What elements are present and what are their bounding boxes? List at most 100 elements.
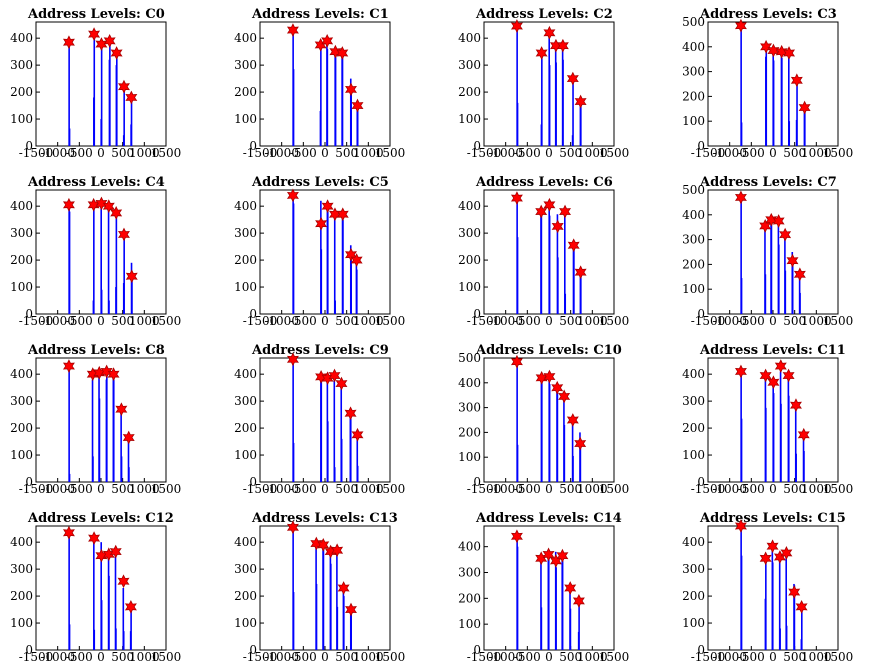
histogram-bar	[572, 78, 574, 146]
x-tick-label: 0	[321, 314, 329, 328]
y-tick-label: 400	[682, 367, 705, 381]
x-tick-label: 500	[111, 314, 134, 328]
y-tick-label: 100	[10, 448, 33, 462]
histogram-bar	[740, 555, 743, 650]
peak-marker	[574, 94, 587, 109]
x-tick-label: -1500	[467, 146, 502, 160]
y-tick-label: 0	[25, 307, 33, 321]
histogram-bar	[771, 562, 774, 650]
x-tick-label: 500	[783, 482, 806, 496]
y-tick-label: 200	[10, 253, 33, 267]
y-tick-label: 500	[682, 15, 705, 29]
chart-panel: Address Levels: C11 0 100 200 300 400 -1500-10…	[682, 343, 853, 496]
x-tick-label: -1000	[40, 314, 75, 328]
peak-marker	[286, 520, 299, 535]
histogram-bar	[320, 42, 322, 146]
x-tick-label: 1000	[353, 314, 384, 328]
histogram-bar	[356, 269, 358, 314]
histogram-bar	[779, 628, 781, 650]
histogram-bar	[340, 438, 343, 482]
x-tick-label: 500	[335, 146, 358, 160]
peak-marker	[345, 602, 357, 617]
x-tick-label: 500	[559, 650, 582, 664]
histogram-bar	[100, 42, 103, 146]
histogram-bar	[116, 53, 118, 146]
histogram-bar	[557, 257, 559, 314]
x-tick-label: 0	[545, 314, 553, 328]
histogram-bar	[579, 441, 582, 482]
histogram-bar	[740, 278, 743, 314]
y-tick-label: 0	[25, 139, 33, 153]
x-tick-label: -1000	[40, 650, 75, 664]
y-tick-label: 100	[234, 616, 257, 630]
histogram-bar	[356, 465, 359, 482]
y-tick-label: 0	[249, 643, 257, 657]
chart-panel: Address Levels: C4 0 100 200 300 400 -1500-100…	[10, 175, 181, 328]
histogram-bar	[556, 392, 559, 482]
y-tick-label: 200	[10, 85, 33, 99]
peak-marker	[110, 206, 123, 220]
y-tick-label: 0	[25, 475, 33, 489]
peak-marker	[543, 25, 556, 40]
histogram-bar	[547, 557, 550, 650]
x-tick-label: 1000	[129, 482, 160, 496]
x-tick-label: -1500	[19, 314, 54, 328]
histogram-bar	[292, 527, 294, 650]
histogram-bar	[784, 270, 787, 314]
histogram-bar	[785, 550, 787, 650]
chart-title: Address Levels: C0	[27, 7, 165, 22]
peak-marker	[559, 204, 572, 219]
x-tick-label: -1500	[467, 314, 502, 328]
histogram-bar	[788, 53, 790, 146]
histogram-bar	[92, 456, 94, 482]
histogram-bar	[569, 608, 572, 650]
chart-title: Address Levels: C15	[699, 511, 846, 526]
peak-marker	[351, 98, 364, 113]
x-tick-label: 1500	[599, 482, 630, 496]
peak-marker	[783, 46, 796, 60]
y-tick-label: 100	[682, 114, 705, 128]
chart-title: Address Levels: C12	[27, 511, 174, 526]
histogram-bar	[572, 455, 574, 482]
peak-marker	[510, 191, 523, 205]
x-tick-label: 0	[97, 146, 105, 160]
chart-title: Address Levels: C1	[251, 7, 389, 22]
x-tick-label: -1500	[243, 650, 278, 664]
peak-marker	[788, 585, 801, 599]
y-tick-label: 100	[234, 280, 257, 294]
peak-marker	[88, 531, 101, 546]
y-tick-label: 0	[249, 139, 257, 153]
x-tick-label: 1000	[577, 146, 608, 160]
y-tick-label: 200	[682, 421, 705, 435]
x-tick-label: 0	[769, 482, 777, 496]
peak-marker	[572, 594, 585, 608]
x-tick-label: 1000	[801, 482, 832, 496]
histogram-bar	[68, 532, 70, 650]
peak-marker	[286, 23, 299, 37]
x-tick-label: 1500	[151, 146, 182, 160]
histogram-bar	[130, 606, 132, 650]
histogram-bar	[555, 567, 557, 650]
histogram-bar	[343, 596, 345, 650]
x-tick-label: 1500	[151, 650, 182, 664]
x-tick-label: -1500	[691, 314, 726, 328]
chart-panel: Address Levels: C1 0 100 200 300 400 -1500-100…	[234, 7, 405, 160]
histogram-bar	[120, 411, 122, 482]
x-tick-label: 500	[111, 650, 134, 664]
x-tick-label: 1000	[353, 482, 384, 496]
chart-panel: Address Levels: C3 0 100 200 300 400 500 -1500-…	[682, 7, 853, 160]
histogram-bar	[555, 62, 557, 146]
x-tick-label: -500	[738, 314, 765, 328]
x-tick-label: 500	[111, 482, 134, 496]
x-tick-label: -500	[66, 482, 93, 496]
peak-marker	[760, 39, 773, 54]
peak-marker	[542, 547, 555, 562]
x-tick-label: 0	[97, 482, 105, 496]
y-tick-label: 100	[682, 448, 705, 462]
x-tick-label: -1500	[691, 650, 726, 664]
histogram-bar	[93, 31, 96, 146]
y-tick-label: 0	[473, 475, 481, 489]
x-tick-label: 500	[559, 482, 582, 496]
chart-panel: Address Levels: C15 0 100 200 300 400 -1500-10…	[682, 511, 853, 664]
peak-marker	[566, 413, 579, 427]
